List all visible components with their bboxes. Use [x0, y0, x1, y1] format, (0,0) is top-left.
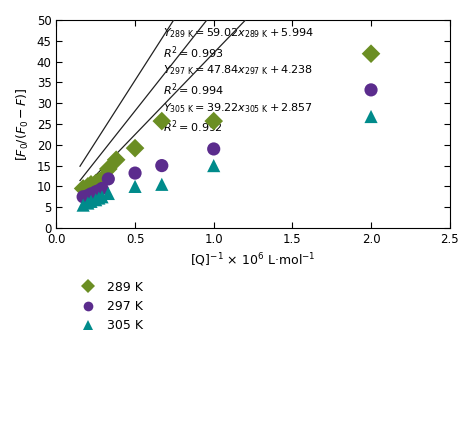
Text: $Y_{289\ \mathrm{K}} = 59.02x_{289\ \mathrm{K}} + 5.994$: $Y_{289\ \mathrm{K}} = 59.02x_{289\ \mat…	[163, 26, 313, 40]
297 K	[95, 187, 103, 194]
289 K	[158, 118, 165, 125]
305 K	[95, 194, 103, 201]
Legend: 289 K, 297 K, 305 K: 289 K, 297 K, 305 K	[71, 276, 148, 337]
297 K	[87, 191, 95, 197]
297 K	[131, 170, 139, 177]
289 K	[84, 183, 91, 190]
297 K	[104, 175, 112, 182]
297 K	[79, 193, 87, 200]
297 K	[210, 145, 218, 152]
305 K	[92, 196, 100, 203]
305 K	[210, 162, 218, 169]
289 K	[131, 145, 139, 151]
289 K	[95, 178, 103, 185]
289 K	[210, 118, 218, 125]
297 K	[98, 185, 106, 192]
289 K	[92, 180, 100, 187]
297 K	[367, 86, 375, 93]
Y-axis label: [$F_0$/$({F_0} - {F}$)]: [$F_0$/$({F_0} - {F}$)]	[15, 87, 31, 161]
305 K	[367, 113, 375, 120]
289 K	[367, 50, 375, 57]
289 K	[104, 165, 112, 172]
289 K	[112, 156, 120, 163]
305 K	[84, 200, 91, 207]
Text: $R^2 = 0.993$: $R^2 = 0.993$	[163, 44, 223, 60]
Text: $R^2 = 0.994$: $R^2 = 0.994$	[163, 81, 223, 98]
Text: $R^2 = 0.992$: $R^2 = 0.992$	[163, 119, 222, 135]
305 K	[98, 193, 106, 200]
289 K	[87, 181, 95, 188]
297 K	[84, 192, 91, 199]
305 K	[104, 190, 112, 197]
289 K	[79, 185, 87, 192]
X-axis label: [Q]$^{-1}$ × 10$^6$ L·mol$^{-1}$: [Q]$^{-1}$ × 10$^6$ L·mol$^{-1}$	[190, 251, 316, 269]
305 K	[158, 181, 165, 188]
297 K	[158, 162, 165, 169]
297 K	[92, 188, 100, 195]
305 K	[79, 202, 87, 209]
289 K	[98, 176, 106, 183]
Text: $Y_{305\ \mathrm{K}} = 39.22x_{305\ \mathrm{K}} + 2.857$: $Y_{305\ \mathrm{K}} = 39.22x_{305\ \mat…	[163, 101, 312, 115]
305 K	[87, 198, 95, 205]
Text: $Y_{297\ \mathrm{K}} = 47.84x_{297\ \mathrm{K}} + 4.238$: $Y_{297\ \mathrm{K}} = 47.84x_{297\ \mat…	[163, 64, 312, 78]
305 K	[131, 183, 139, 190]
